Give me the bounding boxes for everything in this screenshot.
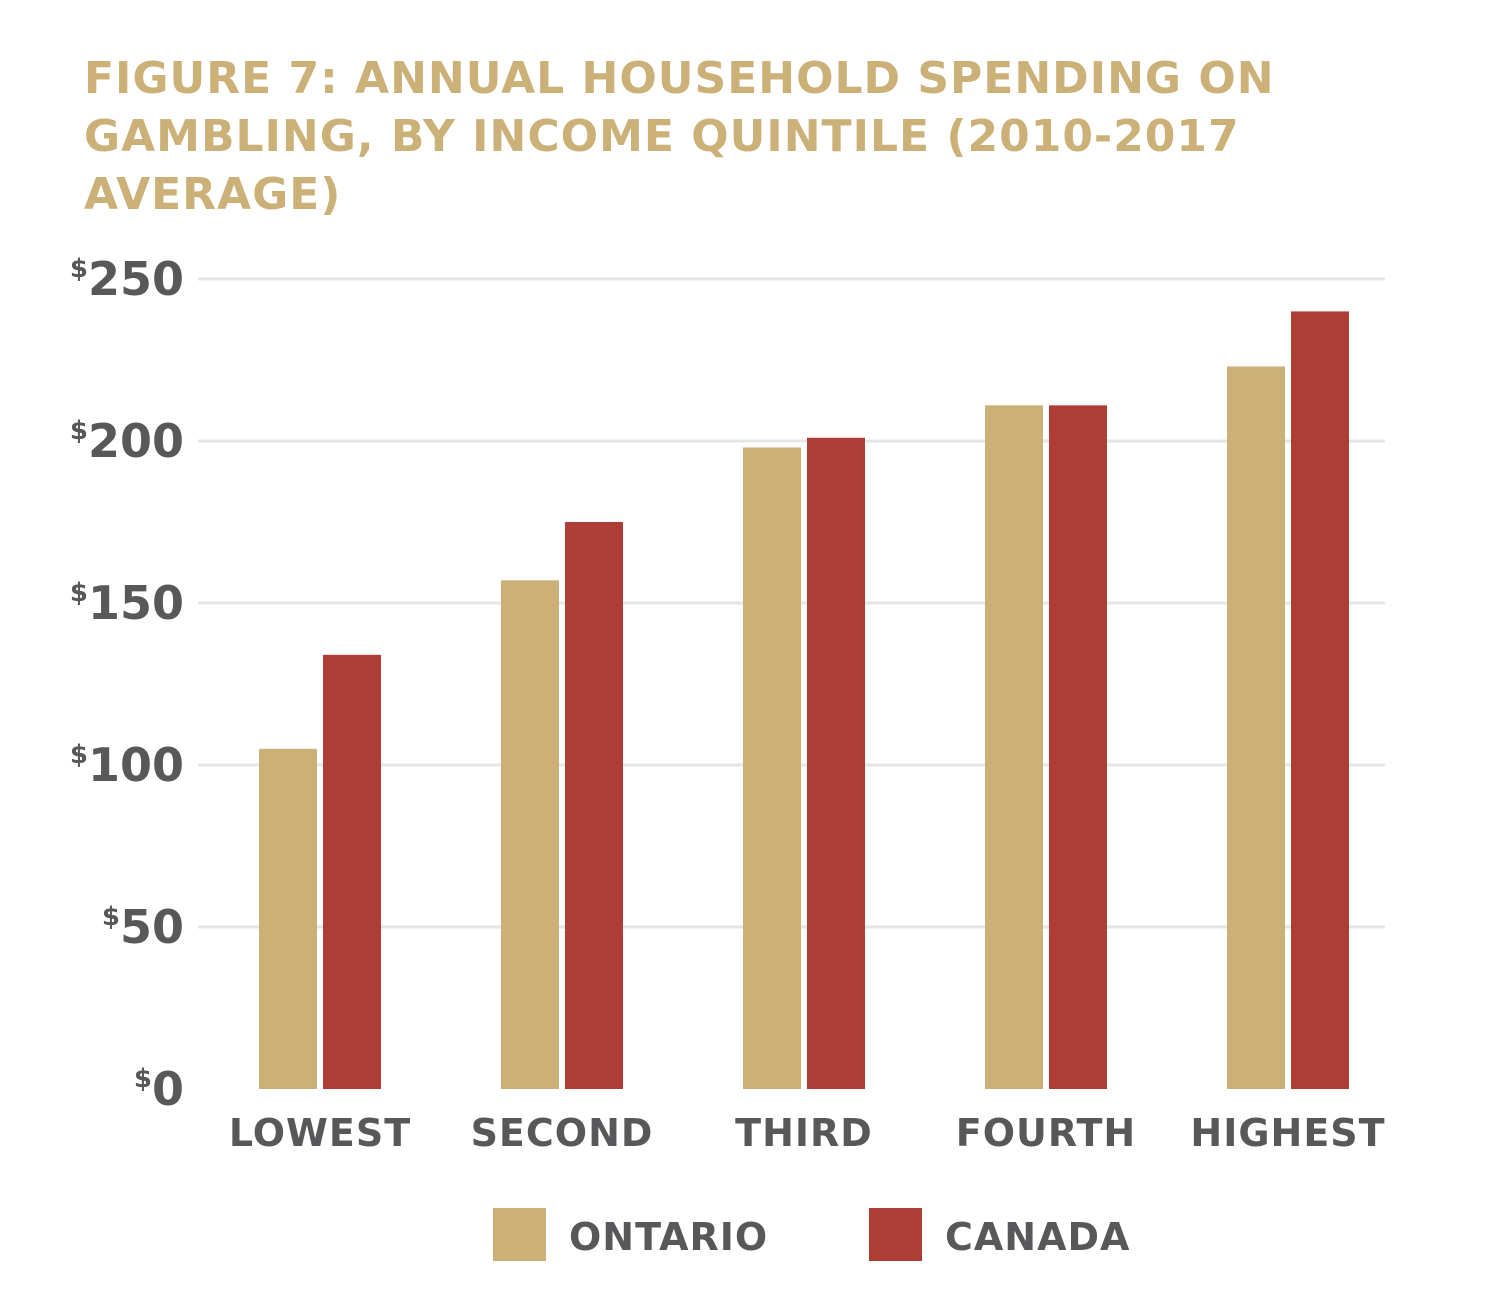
x-axis-ticks: LOWEST SECOND THIRD FOURTH HIGHEST xyxy=(229,1111,1385,1155)
bar-ontario-second xyxy=(501,580,559,1089)
y-tick-amount: 100 xyxy=(88,738,184,792)
legend: ONTARIO CANADA xyxy=(493,1208,1130,1261)
x-tick-label: HIGHEST xyxy=(1190,1111,1385,1155)
x-tick-label: SECOND xyxy=(471,1111,654,1155)
y-tick-label: $200 xyxy=(70,414,184,468)
y-tick-currency: $ xyxy=(102,902,120,932)
bar-ontario-fourth xyxy=(985,405,1043,1089)
gridlines xyxy=(198,277,1385,929)
y-tick-label: $250 xyxy=(70,252,184,306)
x-tick-label: FOURTH xyxy=(956,1111,1136,1155)
bar-canada-third xyxy=(807,437,865,1089)
y-tick-currency: $ xyxy=(70,740,88,770)
legend-label-canada: CANADA xyxy=(945,1215,1130,1259)
bar-ontario-highest xyxy=(1227,366,1285,1090)
y-tick-currency: $ xyxy=(70,416,88,446)
bar-ontario-lowest xyxy=(259,748,317,1089)
y-axis-ticks: $0$50$100$150$200$250 xyxy=(70,252,184,1116)
y-tick-label: $0 xyxy=(134,1062,184,1116)
y-tick-currency: $ xyxy=(134,1064,152,1094)
y-tick-amount: 200 xyxy=(88,414,184,468)
y-tick-label: $150 xyxy=(70,576,184,630)
x-tick-label: LOWEST xyxy=(229,1111,411,1155)
legend-swatch-ontario xyxy=(493,1208,546,1261)
y-tick-currency: $ xyxy=(70,578,88,608)
bar-canada-fourth xyxy=(1049,405,1107,1089)
bar-canada-highest xyxy=(1291,311,1349,1089)
legend-swatch-canada xyxy=(869,1208,922,1261)
bar-canada-lowest xyxy=(323,654,381,1089)
y-tick-amount: 0 xyxy=(152,1062,184,1116)
chart-title: FIGURE 7: ANNUAL HOUSEHOLD SPENDING ON G… xyxy=(84,53,1275,220)
x-tick-label: THIRD xyxy=(735,1111,873,1155)
legend-label-ontario: ONTARIO xyxy=(569,1215,768,1259)
bar-canada-second xyxy=(565,522,623,1089)
y-tick-label: $50 xyxy=(102,900,184,954)
bars xyxy=(259,311,1349,1090)
bar-ontario-third xyxy=(743,447,801,1090)
y-tick-currency: $ xyxy=(70,254,88,284)
y-tick-amount: 250 xyxy=(88,252,184,306)
y-tick-amount: 50 xyxy=(120,900,184,954)
y-tick-amount: 150 xyxy=(88,576,184,630)
y-tick-label: $100 xyxy=(70,738,184,792)
